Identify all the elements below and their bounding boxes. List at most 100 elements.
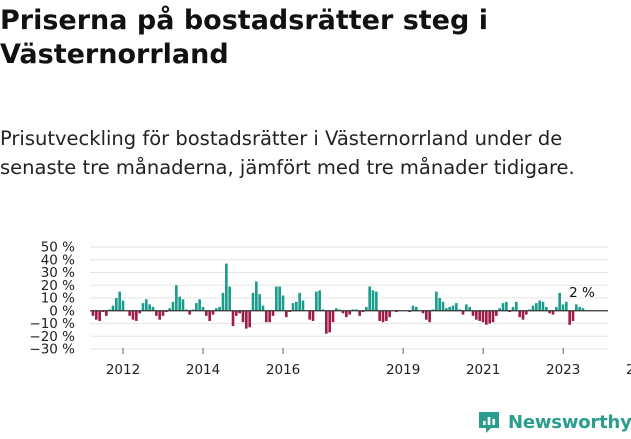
bar: [545, 306, 548, 311]
bar: [198, 299, 201, 311]
bar: [138, 310, 141, 314]
bar: [188, 310, 191, 315]
bar: [375, 291, 378, 311]
bar: [568, 310, 571, 325]
latest-value-annotation: 2 %: [569, 285, 595, 301]
bar: [428, 310, 431, 323]
bar: [135, 310, 138, 321]
bar: [231, 310, 235, 327]
bar: [541, 301, 545, 311]
bar: [295, 301, 298, 311]
bar: [381, 310, 385, 323]
bar: [105, 310, 108, 316]
bar: [248, 310, 251, 328]
bar: [445, 308, 448, 311]
bar: [575, 304, 578, 311]
bar: [555, 306, 558, 311]
bar: [478, 310, 481, 321]
bar: [245, 310, 248, 329]
bar: [141, 303, 145, 311]
bar: [205, 310, 208, 316]
bar: [505, 301, 508, 311]
bar: [238, 310, 241, 314]
bar: [331, 310, 335, 323]
bar: [298, 292, 301, 311]
bar: [365, 306, 368, 311]
bar: [345, 310, 348, 318]
bar: [111, 305, 115, 311]
chart-subtitle: Prisutveckling för bostadsrätter i Väste…: [0, 127, 575, 179]
bar: [571, 310, 575, 321]
brand-logo: Newsworthy: [476, 408, 631, 436]
bar: [485, 310, 488, 325]
bar: [335, 308, 338, 311]
bar: [278, 286, 281, 311]
newsworthy-logo-icon: [479, 412, 499, 433]
bar: [451, 305, 455, 311]
bar: [271, 310, 275, 316]
bar: [395, 310, 398, 313]
bar: [461, 310, 465, 315]
bar: [525, 310, 528, 315]
bar: [561, 304, 565, 311]
bar: [578, 306, 581, 311]
bar: [538, 300, 541, 311]
bar: [255, 281, 258, 311]
bar: [195, 303, 198, 311]
brand-name: Newsworthy: [508, 411, 631, 433]
y-tick-label: 50 %: [41, 240, 75, 256]
bar: [371, 290, 375, 311]
bar: [338, 309, 341, 311]
bar: [355, 309, 358, 311]
bar: [501, 303, 505, 311]
chart-title: Priserna på bostadsrätter steg i Västern…: [0, 5, 488, 70]
bar: [521, 310, 525, 320]
bar: [131, 310, 135, 320]
bar: [318, 290, 321, 311]
bar: [535, 303, 538, 311]
bar: [361, 310, 365, 313]
bar: [118, 291, 121, 311]
bar: [285, 310, 288, 318]
bar: [261, 305, 265, 311]
bar: [565, 301, 568, 311]
price-change-bar-chart: 50 %40 %30 %20 %10 %0 %−10 %−20 %−30 % 2…: [29, 240, 631, 378]
bar: [168, 308, 171, 311]
x-tick-label: 2012: [106, 362, 140, 377]
bar: [351, 309, 355, 311]
bar: [515, 301, 518, 311]
x-tick-label: 2025: [626, 362, 631, 377]
y-tick-label: −30 %: [29, 342, 75, 358]
bar: [201, 306, 205, 311]
bar: [311, 310, 315, 321]
bar: [425, 310, 428, 320]
bar: [321, 309, 325, 311]
bar: [528, 309, 531, 311]
y-tick-label: 40 %: [41, 252, 75, 268]
bar: [165, 310, 168, 313]
bar: [155, 310, 158, 316]
bar: [301, 300, 305, 311]
bar: [421, 310, 425, 314]
x-tick-label: 2023: [546, 362, 580, 377]
bar: [251, 292, 255, 311]
bar: [115, 298, 118, 311]
x-tick-label: 2021: [466, 362, 500, 377]
bar: [235, 310, 238, 316]
bar: [475, 310, 478, 320]
bar: [431, 309, 435, 311]
bar: [511, 306, 515, 311]
bar: [91, 310, 95, 316]
bar: [495, 310, 498, 316]
bar: [378, 310, 381, 321]
bar: [458, 309, 461, 311]
bar: [491, 310, 495, 323]
y-tick-label: 0 %: [49, 303, 75, 319]
bar: [288, 310, 291, 313]
bar: [275, 286, 278, 311]
bar: [208, 310, 211, 321]
bar: [411, 305, 415, 311]
y-axis-labels: 50 %40 %30 %20 %10 %0 %−10 %−20 %−30 %: [29, 240, 75, 358]
x-axis-labels: 2012 2014 2016 2019 2021 2023 2025: [106, 348, 631, 377]
bar: [148, 304, 151, 311]
